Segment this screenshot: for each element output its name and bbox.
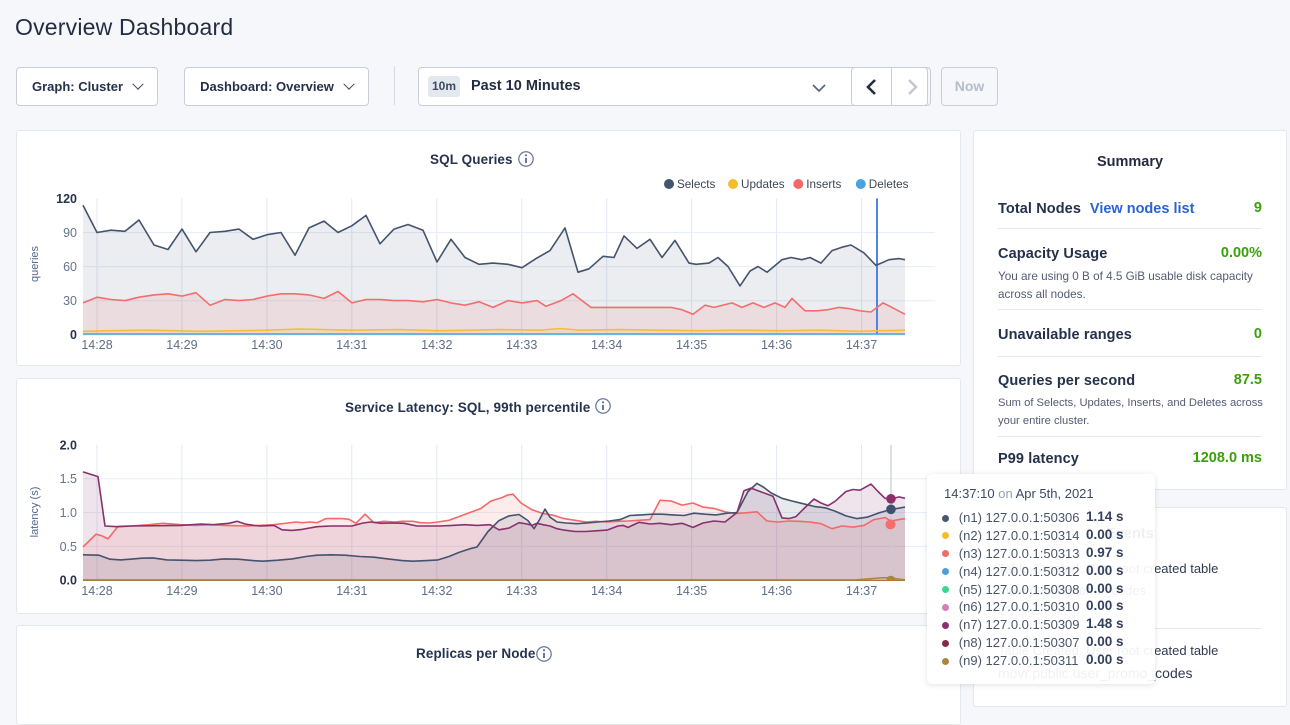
svg-text:14:33: 14:33 — [506, 338, 537, 352]
svg-text:90: 90 — [63, 226, 77, 240]
svg-text:1.0: 1.0 — [60, 506, 77, 520]
svg-text:queries: queries — [29, 245, 41, 282]
svg-text:14:29: 14:29 — [166, 338, 197, 352]
svg-text:60: 60 — [63, 260, 77, 274]
svg-text:14:37: 14:37 — [846, 584, 877, 598]
svg-text:14:30: 14:30 — [251, 338, 282, 352]
svg-text:latency (s): latency (s) — [29, 487, 41, 538]
svg-text:14:31: 14:31 — [336, 584, 367, 598]
svg-text:14:37: 14:37 — [846, 338, 877, 352]
svg-text:14:35: 14:35 — [676, 338, 707, 352]
svg-text:14:34: 14:34 — [591, 338, 622, 352]
svg-text:14:32: 14:32 — [421, 338, 452, 352]
svg-text:14:34: 14:34 — [591, 584, 622, 598]
svg-text:14:29: 14:29 — [166, 584, 197, 598]
svg-text:Updates: Updates — [741, 178, 785, 191]
svg-text:14:33: 14:33 — [506, 584, 537, 598]
svg-text:0.0: 0.0 — [60, 574, 77, 588]
svg-text:14:35: 14:35 — [676, 584, 707, 598]
svg-text:0: 0 — [70, 328, 77, 342]
svg-text:30: 30 — [63, 294, 77, 308]
svg-text:14:36: 14:36 — [761, 338, 792, 352]
svg-text:Selects: Selects — [677, 178, 715, 191]
svg-text:14:28: 14:28 — [81, 338, 112, 352]
svg-text:14:30: 14:30 — [251, 584, 282, 598]
svg-text:14:36: 14:36 — [761, 584, 792, 598]
svg-text:Deletes: Deletes — [869, 178, 909, 191]
svg-text:2.0: 2.0 — [60, 438, 77, 452]
svg-text:1.5: 1.5 — [60, 472, 77, 486]
svg-text:14:32: 14:32 — [421, 584, 452, 598]
svg-text:120: 120 — [56, 192, 77, 206]
svg-text:Inserts: Inserts — [806, 178, 841, 191]
svg-text:0.5: 0.5 — [60, 540, 77, 554]
svg-text:14:28: 14:28 — [81, 584, 112, 598]
svg-text:14:31: 14:31 — [336, 338, 367, 352]
